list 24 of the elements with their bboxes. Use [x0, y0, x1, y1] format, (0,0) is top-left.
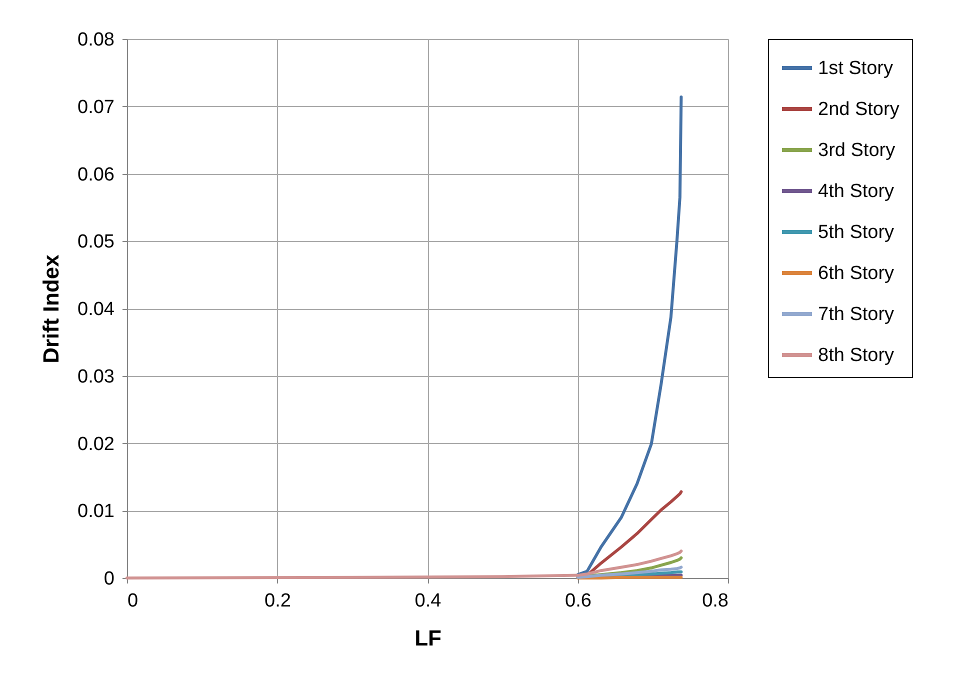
x-tick-label: 0.2: [264, 590, 291, 612]
y-tick-label: 0.05: [78, 232, 114, 253]
y-tick-label: 0: [104, 568, 114, 590]
x-tick-label: 0.8: [702, 590, 728, 612]
y-tick-label: 0.02: [78, 434, 114, 455]
y-tick-label: 0.03: [78, 366, 114, 388]
x-axis-title: LF: [414, 626, 442, 650]
x-tick-label: 0.6: [565, 590, 592, 612]
legend-label: 2nd Story: [818, 99, 900, 120]
y-axis-title: Drift Index: [38, 254, 64, 364]
legend-label: 8th Story: [818, 345, 895, 366]
legend-label: 7th Story: [818, 304, 895, 325]
y-tick-label: 0.08: [78, 30, 114, 50]
legend-label: 1st Story: [818, 58, 894, 79]
legend-label: 4th Story: [818, 181, 895, 202]
y-tick-label: 0.07: [78, 96, 114, 118]
legend-label: 6th Story: [818, 263, 895, 284]
x-tick-label: 0: [128, 590, 138, 612]
x-tick-label: 0.4: [414, 590, 442, 612]
legend-label: 3rd Story: [818, 140, 896, 161]
y-tick-label: 0.06: [78, 164, 114, 186]
y-tick-label: 0.04: [78, 299, 115, 320]
y-tick-label: 0.01: [78, 501, 114, 522]
legend-label: 5th Story: [818, 222, 895, 243]
